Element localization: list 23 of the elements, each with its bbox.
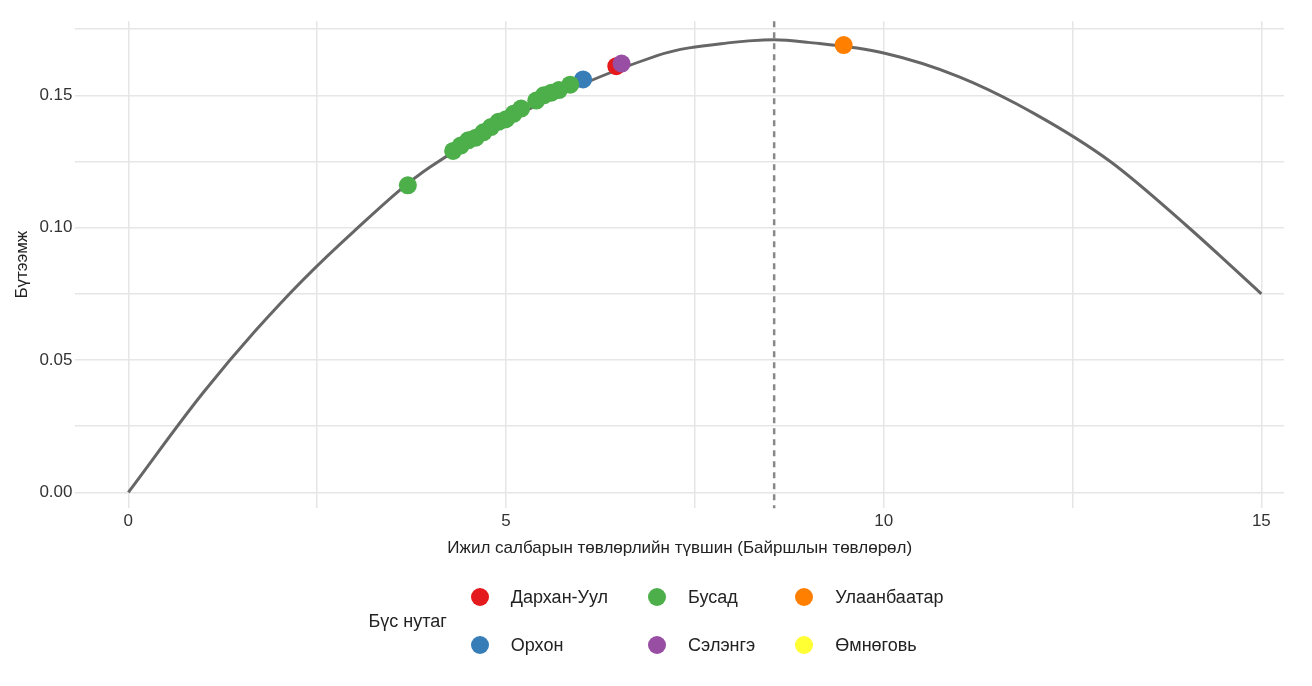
x-tick-label: 10 [874, 511, 894, 531]
x-axis-title: Ижил салбарын төвлөрлийн түвшин (Байршлын төвлөрөл) [447, 538, 913, 558]
legend-label: Бусад [688, 586, 738, 608]
legend-label: Улаанбаатар [835, 586, 944, 608]
line-series [126, 38, 1263, 494]
y-tick-label: 0.15 [39, 85, 73, 104]
point [512, 99, 531, 118]
point [612, 54, 631, 73]
legend-label: Сэлэнгэ [688, 634, 756, 656]
legend-title: Бүс нутаг [368, 610, 447, 632]
point [561, 75, 580, 94]
legend-label: Дархан-Уул [510, 586, 609, 608]
y-tick-label: 0.10 [39, 217, 73, 237]
legend-label: Орхон [510, 634, 564, 656]
point [398, 176, 417, 195]
x-tick-label: 0 [123, 511, 134, 531]
x-tick-label: 15 [1251, 511, 1271, 531]
y-axis-title: Бүтээмж [11, 230, 31, 299]
x-tick-label: 5 [501, 511, 511, 531]
y-tick-label: 0.05 [39, 349, 73, 369]
legend-label: Өмнөговь [835, 634, 917, 656]
y-tick-label: 0.00 [39, 482, 73, 502]
point [834, 36, 853, 55]
